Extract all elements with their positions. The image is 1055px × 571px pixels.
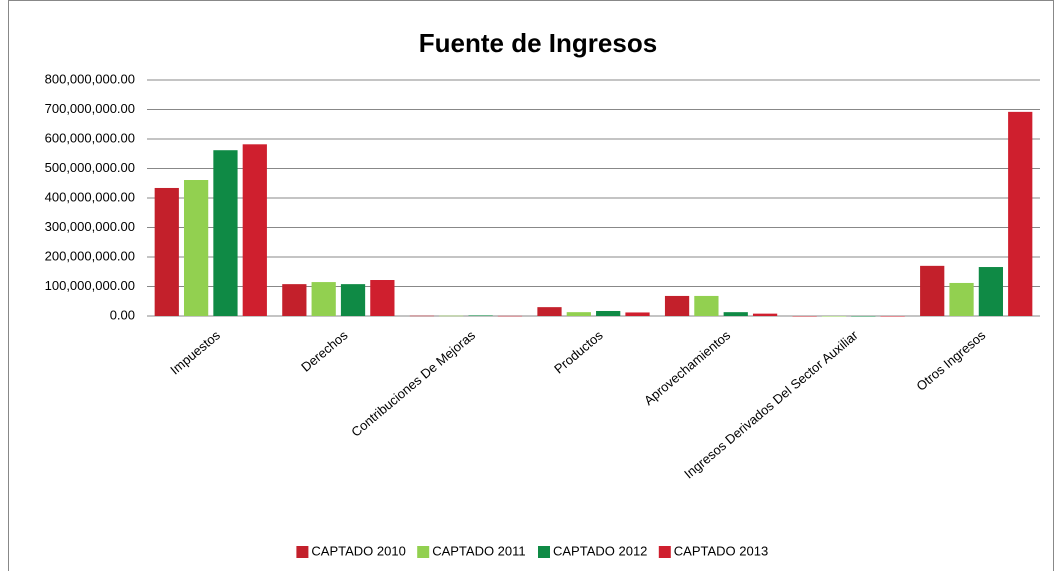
legend-label: CAPTADO 2013 (674, 543, 768, 558)
legend-label: CAPTADO 2012 (553, 543, 647, 558)
chart-title: Fuente de Ingresos (419, 28, 657, 58)
bar (154, 187, 179, 316)
bar (920, 265, 945, 316)
bar (213, 150, 238, 316)
bar (311, 282, 336, 316)
bar (978, 267, 1004, 316)
bar (566, 312, 591, 316)
y-tick-label: 100,000,000.00 (45, 278, 135, 293)
bar (752, 313, 778, 316)
bar (880, 316, 905, 317)
bar (792, 316, 817, 317)
y-tick-label: 400,000,000.00 (45, 189, 135, 204)
legend-swatch (296, 546, 309, 558)
bar (596, 310, 621, 316)
y-tick-label: 600,000,000.00 (45, 130, 135, 145)
y-tick-label: 0.00 (110, 307, 135, 322)
chart-border (8, 0, 1054, 571)
y-tick-label: 300,000,000.00 (45, 219, 135, 234)
bar (851, 316, 876, 317)
bar (409, 315, 435, 317)
y-tick-label: 700,000,000.00 (45, 101, 135, 116)
bar (183, 180, 209, 316)
bar (497, 315, 523, 317)
bar (821, 316, 847, 317)
bar (1008, 111, 1033, 316)
bar (370, 280, 395, 316)
bar (625, 312, 650, 316)
bar (694, 295, 719, 316)
y-tick-label: 200,000,000.00 (45, 248, 135, 263)
bar (537, 307, 562, 316)
y-tick-label: 500,000,000.00 (45, 160, 135, 175)
legend-swatch (417, 546, 430, 558)
bar (282, 284, 307, 316)
legend-swatch (658, 546, 671, 558)
bar (439, 315, 464, 317)
y-tick-label: 800,000,000.00 (45, 71, 135, 86)
legend-swatch (538, 546, 550, 558)
bar (949, 282, 974, 316)
legend-label: CAPTADO 2011 (432, 543, 525, 558)
bar (468, 315, 493, 316)
bar (340, 284, 366, 316)
legend-label: CAPTADO 2010 (311, 543, 405, 558)
bar (723, 312, 748, 316)
bar (664, 295, 690, 316)
bar (242, 144, 267, 316)
